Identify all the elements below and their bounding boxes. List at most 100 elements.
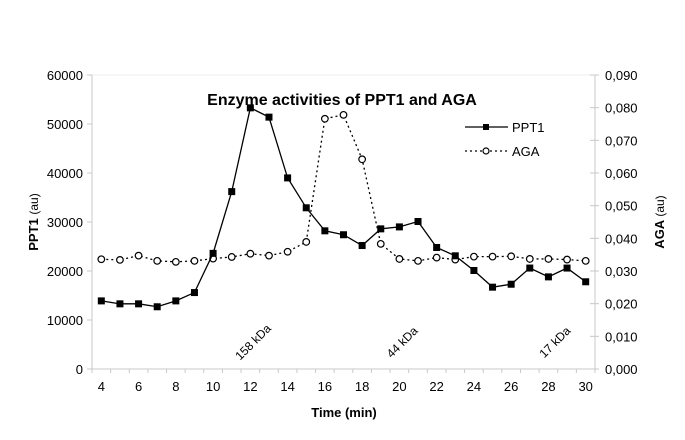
right-axis-title-main: AGA <box>652 219 667 249</box>
data-point-aga <box>171 257 180 266</box>
x-tick-label: 18 <box>355 379 369 394</box>
data-point-ppt1 <box>321 227 329 235</box>
data-point-ppt1 <box>358 242 366 250</box>
annotation-label: 44 kDa <box>384 324 421 361</box>
x-tick-label: 10 <box>206 379 220 394</box>
data-point-aga <box>544 255 553 263</box>
x-tick-label: 16 <box>318 379 332 394</box>
right-axis-title-unit: (au) <box>653 195 667 216</box>
left-axis-ticks: 0 10000 20000 30000 40000 50000 60000 <box>47 68 92 377</box>
data-point-ppt1 <box>302 204 310 212</box>
x-tick-label: 30 <box>578 379 592 394</box>
data-point-ppt1 <box>172 297 180 305</box>
data-point-aga <box>246 249 255 258</box>
data-point-aga <box>525 255 534 263</box>
data-point-aga <box>507 252 516 261</box>
data-point-aga <box>190 256 199 265</box>
data-point-ppt1 <box>507 280 515 288</box>
left-tick-label: 30000 <box>47 215 83 230</box>
x-tick-label: 22 <box>429 379 443 394</box>
x-tick-label: 26 <box>504 379 518 394</box>
data-point-ppt1 <box>544 273 552 281</box>
series-ppt1 <box>97 104 590 311</box>
right-tick-label: 0,000 <box>605 362 638 377</box>
data-point-aga <box>581 256 590 265</box>
x-axis-title: Time (min) <box>311 405 377 420</box>
legend: PPT1 AGA <box>465 120 545 159</box>
right-tick-label: 0,070 <box>605 133 638 148</box>
data-point-aga <box>283 247 292 256</box>
right-tick-label: 0,050 <box>605 199 638 214</box>
left-tick-label: 10000 <box>47 313 83 328</box>
data-point-ppt1 <box>190 289 198 297</box>
x-axis-ticks: 4 6 8 10 12 14 16 18 20 22 24 26 28 30 <box>91 369 596 394</box>
series-line-aga <box>101 114 586 263</box>
legend-aga-label: AGA <box>512 144 540 159</box>
right-tick-label: 0,030 <box>605 264 638 279</box>
annotation-label: 158 kDa <box>232 321 274 363</box>
data-point-ppt1 <box>582 278 590 286</box>
data-point-aga <box>488 252 497 261</box>
x-tick-label: 12 <box>243 379 257 394</box>
chart-title: Enzyme activities of PPT1 and AGA <box>207 92 477 109</box>
left-tick-label: 60000 <box>47 68 83 83</box>
data-point-ppt1 <box>228 188 236 196</box>
data-point-ppt1 <box>97 297 105 305</box>
data-point-aga <box>97 255 106 264</box>
right-tick-label: 0,010 <box>605 329 638 344</box>
right-tick-label: 0,090 <box>605 68 638 83</box>
data-point-aga <box>563 255 571 264</box>
data-point-ppt1 <box>395 223 403 231</box>
x-tick-label: 6 <box>135 379 142 394</box>
data-point-ppt1 <box>414 218 422 226</box>
series-aga <box>97 110 590 266</box>
data-point-aga <box>432 253 441 262</box>
legend-aga-marker <box>482 147 490 155</box>
data-point-ppt1 <box>284 174 292 182</box>
data-point-aga <box>302 238 311 246</box>
data-point-ppt1 <box>451 252 459 260</box>
data-point-ppt1 <box>526 264 534 272</box>
series-group <box>97 104 590 311</box>
right-tick-label: 0,060 <box>605 166 638 181</box>
data-point-ppt1 <box>377 225 385 233</box>
x-tick-label: 4 <box>98 379 105 394</box>
data-point-ppt1 <box>153 303 161 311</box>
left-tick-label: 50000 <box>47 117 83 132</box>
x-tick-label: 8 <box>172 379 179 394</box>
legend-ppt1-label: PPT1 <box>512 120 545 135</box>
data-point-aga <box>134 251 143 260</box>
data-point-aga <box>227 253 236 261</box>
data-point-aga <box>414 256 422 265</box>
data-point-aga <box>320 114 329 123</box>
left-tick-label: 0 <box>76 362 83 377</box>
left-tick-label: 20000 <box>47 264 83 279</box>
data-point-aga <box>395 255 404 263</box>
annotations: 158 kDa 44 kDa 17 kDa <box>232 321 573 363</box>
x-tick-label: 28 <box>541 379 555 394</box>
data-point-ppt1 <box>246 104 254 112</box>
data-point-aga <box>153 256 162 265</box>
data-point-ppt1 <box>116 300 124 308</box>
legend-ppt1-marker <box>483 124 489 130</box>
data-point-aga <box>376 239 385 248</box>
right-tick-label: 0,040 <box>605 231 638 246</box>
x-tick-label: 20 <box>392 379 406 394</box>
data-point-ppt1 <box>489 283 497 291</box>
x-tick-label: 14 <box>280 379 294 394</box>
data-point-ppt1 <box>265 113 273 121</box>
data-point-ppt1 <box>340 231 347 239</box>
right-tick-label: 0,080 <box>605 101 638 116</box>
data-point-ppt1 <box>563 264 571 272</box>
data-point-ppt1 <box>433 243 441 251</box>
data-point-aga <box>358 155 367 164</box>
annotation-label: 17 kDa <box>537 324 574 361</box>
series-line-ppt1 <box>101 106 587 308</box>
data-point-aga <box>470 252 478 261</box>
data-point-aga <box>265 251 273 260</box>
right-axis-title: AGA (au) <box>652 195 667 248</box>
left-axis-title: PPT1 (au) <box>26 193 41 250</box>
right-tick-label: 0,020 <box>605 297 638 312</box>
left-axis-title-unit: (au) <box>27 193 41 214</box>
